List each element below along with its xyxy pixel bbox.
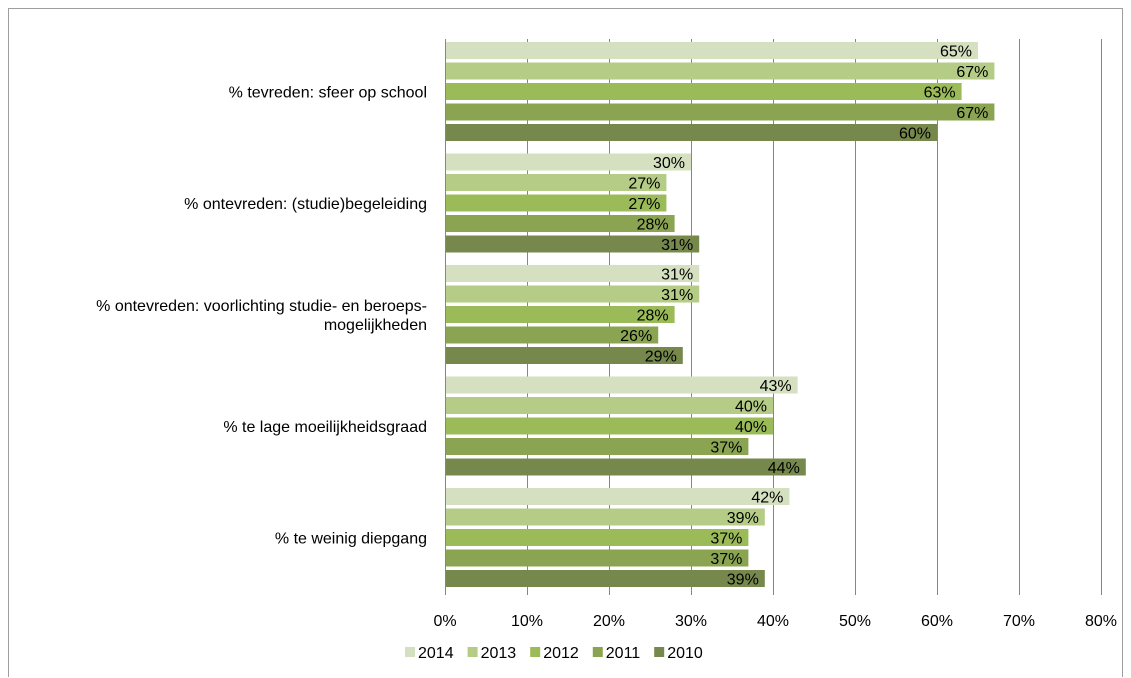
legend-swatch: [530, 647, 541, 657]
data-label-2010: 39%: [727, 572, 759, 589]
bar-2012: [446, 529, 749, 546]
data-label-2013: 31%: [661, 287, 693, 304]
bar-2010: [446, 570, 765, 587]
x-tick-label: 40%: [757, 613, 789, 630]
data-label-2010: 31%: [661, 237, 693, 254]
legend-item-2014: 2014: [405, 645, 454, 662]
data-label-2014: 42%: [751, 490, 783, 507]
legend-label: 2012: [543, 645, 579, 662]
data-label-2013: 67%: [956, 64, 988, 81]
data-label-2011: 37%: [710, 440, 742, 457]
data-label-2011: 26%: [620, 328, 652, 345]
x-tick-label: 0%: [433, 613, 456, 630]
x-axis-tick-labels: 0% 10% 20% 30% 40% 50% 60% 70% 80%: [433, 613, 1117, 630]
bar-2013: [446, 397, 773, 414]
legend-label: 2014: [418, 645, 454, 662]
bar-2013: [446, 174, 667, 191]
category-label: % te weinig diepgang: [275, 531, 427, 548]
data-label-2010: 60%: [899, 126, 931, 143]
legend-label: 2013: [481, 645, 517, 662]
bar-2010: [446, 124, 937, 141]
data-label-2010: 44%: [768, 460, 800, 477]
legend: 2014 2013 2012 2011 2010: [405, 645, 703, 662]
legend-item-2011: 2011: [592, 645, 641, 662]
bar-2011: [446, 103, 995, 121]
data-label-2012: 27%: [628, 196, 660, 213]
data-label-2013: 39%: [727, 510, 759, 527]
data-label-2012: 63%: [924, 85, 956, 102]
bar-2011: [446, 549, 749, 567]
data-label-2014: 31%: [661, 267, 693, 284]
data-label-2011: 37%: [710, 551, 742, 568]
data-label-2014: 65%: [940, 44, 972, 61]
x-tick-label: 70%: [1003, 613, 1035, 630]
data-label-2012: 28%: [637, 308, 669, 325]
bar-2012: [446, 306, 675, 323]
data-label-2014: 43%: [760, 378, 792, 395]
bar-2014: [446, 265, 700, 282]
legend-item-2013: 2013: [467, 645, 517, 662]
category-label: mogelijkheden: [324, 317, 427, 334]
x-tick-label: 50%: [839, 613, 871, 630]
bar-2014: [446, 376, 798, 394]
data-label-2011: 28%: [637, 217, 669, 234]
x-tick-label: 80%: [1085, 613, 1117, 630]
bar-2012: [446, 417, 773, 435]
x-tick-label: 60%: [921, 613, 953, 630]
bars: [446, 42, 995, 587]
legend-swatch: [467, 647, 478, 657]
bar-2014: [446, 42, 978, 59]
bar-2012: [446, 83, 962, 100]
bar-2013: [446, 285, 700, 303]
bar-chart: 65% 67%63%67% 60% 30% 27% 27% 28% 31% 31% 31% 28% 2…: [96, 39, 1117, 662]
legend-label: 2010: [667, 645, 703, 662]
category-label: % ontevreden: voorlichting studie- en be…: [96, 298, 427, 315]
data-label-2011: 67%: [956, 105, 988, 122]
category-label: % te lage moeilijkheidsgraad: [223, 419, 427, 436]
data-label-2013: 40%: [735, 399, 767, 416]
chart-frame: 65% 67% 63% 67% 60% 30% 27% 27% 28% 31% 31% 31% 28% 2…: [8, 8, 1123, 677]
category-label: % tevreden: sfeer op school: [229, 85, 427, 102]
legend-swatch: [592, 647, 603, 657]
legend-item-2010: 2010: [654, 645, 703, 662]
legend-swatch: [654, 647, 665, 657]
data-label-2012: 37%: [710, 531, 742, 548]
legend-label: 2011: [606, 645, 641, 662]
bar-2011: [446, 326, 659, 344]
category-label: % ontevreden: (studie)begeleiding: [184, 196, 427, 213]
legend-swatch: [405, 647, 415, 657]
data-label-2014: 30%: [653, 155, 685, 172]
bar-2013: [446, 62, 995, 80]
bar-2012: [446, 194, 667, 212]
data-labels: 65% 67%63%67% 60% 30% 27% 27% 28% 31% 31% 31% 28% 2…: [620, 44, 988, 589]
bar-2013: [446, 508, 765, 526]
x-tick-label: 20%: [593, 613, 625, 630]
bar-2014: [446, 153, 691, 171]
bar-2014: [446, 488, 790, 505]
data-label-2012: 40%: [735, 419, 767, 436]
category-labels: % tevreden: sfeer op school % ontevreden:…: [96, 85, 427, 548]
x-tick-label: 30%: [675, 613, 707, 630]
data-label-2010: 29%: [645, 349, 677, 366]
data-label-2013: 27%: [628, 176, 660, 193]
bar-2010: [446, 235, 700, 253]
x-tick-label: 10%: [511, 613, 543, 630]
bar-2010: [446, 458, 806, 476]
legend-item-2012: 2012: [530, 645, 579, 662]
bar-2011: [446, 438, 749, 455]
bar-2010: [446, 347, 683, 364]
bar-2011: [446, 215, 675, 232]
